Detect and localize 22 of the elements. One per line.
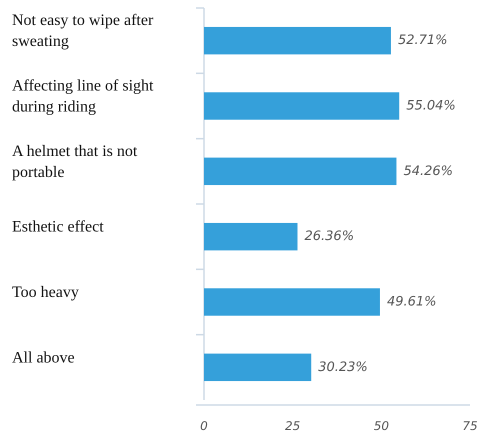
data-label: 30.23% [318, 360, 368, 375]
y-tick-label: Affecting line of sight during riding [12, 77, 154, 115]
y-tick-label: Not easy to wipe after sweating [12, 12, 154, 50]
y-tick-label: All above [12, 348, 75, 366]
y-tick-label: A helmet that is not portable [12, 142, 138, 180]
x-tick-label: 50 [374, 419, 390, 433]
data-label: 54.26% [403, 164, 454, 179]
x-tick-label: 75 [462, 419, 478, 433]
bar [204, 222, 298, 250]
bar [204, 158, 396, 186]
bar [204, 354, 312, 382]
data-label: 26.36% [304, 229, 354, 244]
data-label: 49.61% [386, 294, 437, 310]
data-label: 55.04% [406, 98, 456, 114]
bar [204, 288, 380, 316]
data-label: 52.71% [398, 33, 448, 48]
bar [204, 92, 400, 120]
y-tick-label: Too heavy [12, 284, 79, 300]
bar [204, 26, 391, 54]
y-tick-label: Esthetic effect [12, 218, 104, 236]
x-tick-label: 0 [200, 419, 208, 433]
x-tick-label: 25 [285, 419, 300, 433]
